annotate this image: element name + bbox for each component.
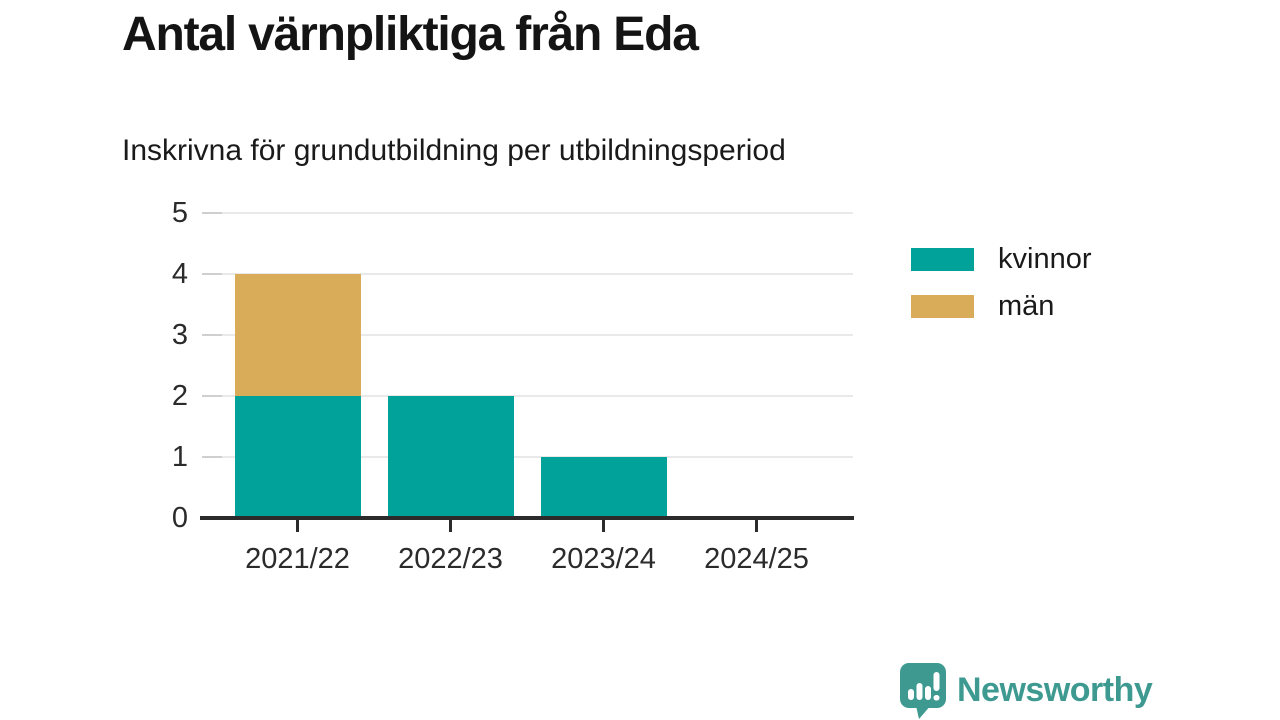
y-axis-label: 2: [171, 380, 188, 412]
gridline: [202, 395, 853, 397]
branding-footer: Newsworthy: [899, 662, 1153, 719]
y-tick: [202, 395, 222, 397]
legend-item-män: män: [911, 290, 1092, 322]
x-axis-label: 2021/22: [245, 543, 350, 575]
legend-label: kvinnor: [998, 243, 1092, 275]
x-axis-label: 2022/23: [398, 543, 503, 575]
y-axis-label: 3: [171, 319, 188, 351]
bar-segment-kvinnor: [234, 396, 361, 518]
gridline: [202, 334, 853, 336]
gridline: [202, 212, 853, 214]
x-axis-label: 2024/25: [704, 543, 809, 575]
legend: kvinnor män: [911, 243, 1092, 339]
y-axis-label: 1: [171, 441, 188, 473]
newsworthy-logo-icon: [900, 663, 946, 719]
bar-segment-kvinnor: [540, 457, 667, 518]
gridline: [202, 456, 853, 458]
x-tick: [296, 520, 299, 532]
legend-swatch-kvinnor: [911, 248, 974, 271]
y-tick: [202, 456, 222, 458]
y-axis-label: 5: [171, 197, 188, 229]
chart-subtitle: Inskrivna för grundutbildning per utbild…: [122, 134, 786, 167]
y-axis-label: 4: [171, 258, 188, 290]
x-tick: [755, 520, 758, 532]
x-axis-label: 2023/24: [551, 543, 656, 575]
chart-title: Antal värnpliktiga från Eda: [122, 8, 699, 61]
legend-swatch-män: [911, 295, 974, 318]
y-axis-label: 0: [171, 502, 188, 534]
bar-segment-kvinnor: [387, 396, 514, 518]
bar-segment-män: [234, 274, 361, 396]
x-axis-line: [200, 516, 854, 520]
legend-item-kvinnor: kvinnor: [911, 243, 1092, 275]
y-tick: [202, 273, 222, 275]
legend-label: män: [998, 290, 1055, 322]
y-tick: [202, 212, 222, 214]
y-tick: [202, 334, 222, 336]
newsworthy-wordmark: Newsworthy: [957, 671, 1153, 709]
x-tick: [449, 520, 452, 532]
gridline: [202, 273, 853, 275]
x-tick: [602, 520, 605, 532]
